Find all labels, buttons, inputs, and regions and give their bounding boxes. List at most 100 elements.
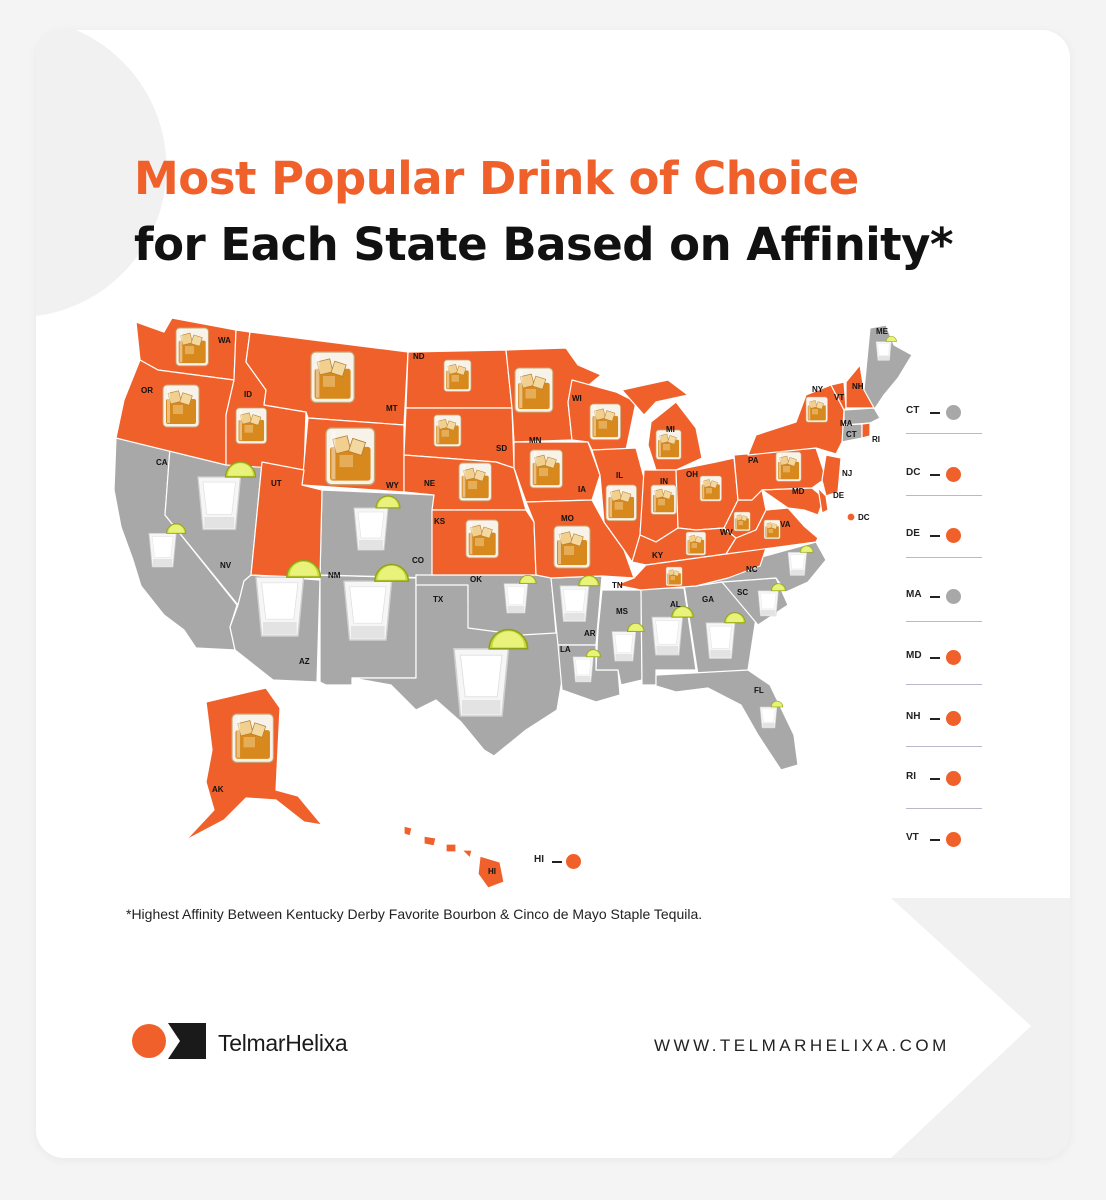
state-md: [761, 487, 825, 516]
svg-text:CA: CA: [156, 458, 168, 467]
state-ri: [861, 422, 871, 439]
svg-text:SD: SD: [496, 444, 507, 453]
legend-dot-ct: [946, 405, 961, 420]
svg-text:ME: ME: [876, 327, 889, 336]
state-ny: [747, 384, 845, 456]
legend-divider: [906, 495, 982, 496]
legend-label-de: DE: [906, 528, 920, 539]
svg-text:WY: WY: [386, 481, 400, 490]
svg-text:IN: IN: [660, 477, 668, 486]
legend-dot-ri: [946, 771, 961, 786]
legend-dot-nh: [946, 711, 961, 726]
legend-divider: [906, 808, 982, 809]
svg-text:RI: RI: [872, 435, 880, 444]
svg-text:IA: IA: [578, 485, 586, 494]
svg-text:WI: WI: [572, 394, 582, 403]
state-fl: [655, 669, 799, 771]
state-mi: [621, 379, 703, 471]
legend-row-md: MD: [906, 647, 1026, 667]
website-url: WWW.TELMARHELIXA.COM: [654, 1036, 950, 1055]
svg-text:ND: ND: [413, 352, 425, 361]
svg-text:MT: MT: [386, 404, 398, 413]
hi-callout: HI: [534, 851, 654, 871]
svg-text:NC: NC: [746, 565, 758, 574]
state-ak: [185, 687, 323, 841]
svg-text:MA: MA: [840, 419, 853, 428]
telmarhelixa-logo-icon: [132, 1023, 206, 1059]
legend-label-md: MD: [906, 650, 922, 661]
svg-text:MN: MN: [529, 436, 542, 445]
legend-label-vt: VT: [906, 832, 919, 843]
infographic-card: Most Popular Drink of Choice for Each St…: [36, 30, 1070, 1158]
svg-text:NY: NY: [812, 385, 824, 394]
svg-text:IL: IL: [616, 471, 623, 480]
svg-text:KS: KS: [434, 517, 446, 526]
svg-text:UT: UT: [271, 479, 282, 488]
svg-text:WV: WV: [720, 528, 734, 537]
brand-name: TelmarHelixa: [218, 1030, 348, 1056]
svg-text:DC: DC: [858, 513, 870, 522]
svg-text:FL: FL: [754, 686, 764, 695]
legend-dot-dc: [946, 467, 961, 482]
svg-text:CT: CT: [846, 430, 857, 439]
state-nh: [845, 364, 875, 409]
svg-text:AR: AR: [584, 629, 596, 638]
svg-text:TX: TX: [433, 595, 444, 604]
legend-dot-vt: [946, 832, 961, 847]
legend-dot-md: [946, 650, 961, 665]
svg-text:OK: OK: [470, 575, 482, 584]
title-line-2: for Each State Based on Affinity*: [134, 218, 954, 271]
svg-text:KY: KY: [652, 551, 664, 560]
us-map: WA OR ID MT WY ND SD NE KS MN IA MO WI IL MI IN OH K…: [113, 317, 913, 889]
state-de: [817, 487, 829, 514]
svg-text:OH: OH: [686, 470, 698, 479]
svg-text:NM: NM: [328, 571, 341, 580]
svg-text:DE: DE: [833, 491, 845, 500]
legend-row-ma: MA: [906, 586, 1026, 606]
state-nj: [821, 454, 842, 497]
svg-text:AZ: AZ: [299, 657, 310, 666]
state-hi: [403, 825, 505, 889]
legend-row-vt: VT: [906, 829, 1026, 849]
svg-text:MI: MI: [666, 425, 675, 434]
title-line-1: Most Popular Drink of Choice: [134, 152, 859, 205]
state-tn: [615, 547, 767, 591]
legend-label-dc: DC: [906, 467, 921, 478]
svg-text:NH: NH: [852, 382, 864, 391]
legend-dot-ma: [946, 589, 961, 604]
svg-text:WA: WA: [218, 336, 231, 345]
svg-text:NJ: NJ: [842, 469, 852, 478]
svg-text:GA: GA: [702, 595, 714, 604]
svg-text:MO: MO: [561, 514, 574, 523]
legend-divider: [906, 621, 982, 622]
legend-row-ri: RI: [906, 768, 1026, 788]
state-labels: WA OR ID MT WY ND SD NE KS MN IA MO WI IL MI IN OH K…: [141, 327, 889, 876]
hi-callout-dot: [566, 854, 581, 869]
svg-text:MS: MS: [616, 607, 629, 616]
svg-text:VT: VT: [834, 393, 844, 402]
legend-label-nh: NH: [906, 711, 921, 722]
svg-text:NV: NV: [220, 561, 232, 570]
footnote: *Highest Affinity Between Kentucky Derby…: [126, 906, 703, 922]
svg-text:PA: PA: [748, 456, 759, 465]
svg-text:CO: CO: [412, 556, 424, 565]
svg-text:MD: MD: [792, 487, 805, 496]
svg-text:ID: ID: [244, 390, 252, 399]
svg-text:LA: LA: [560, 645, 571, 654]
hi-callout-label: HI: [534, 854, 544, 865]
legend-divider: [906, 433, 982, 434]
legend-label-ct: CT: [906, 405, 920, 416]
legend-dot-de: [946, 528, 961, 543]
legend-divider: [906, 684, 982, 685]
svg-text:AK: AK: [212, 785, 224, 794]
background-decor: [36, 30, 1070, 1158]
legend-row-nh: NH: [906, 708, 1026, 728]
legend-row-dc: DC: [906, 464, 1026, 484]
legend-label-ma: MA: [906, 589, 922, 600]
svg-text:VA: VA: [780, 520, 791, 529]
svg-text:TN: TN: [612, 581, 623, 590]
svg-text:HI: HI: [488, 867, 496, 876]
svg-text:OR: OR: [141, 386, 153, 395]
legend-row-de: DE: [906, 525, 1026, 545]
dc-marker: [846, 512, 856, 522]
